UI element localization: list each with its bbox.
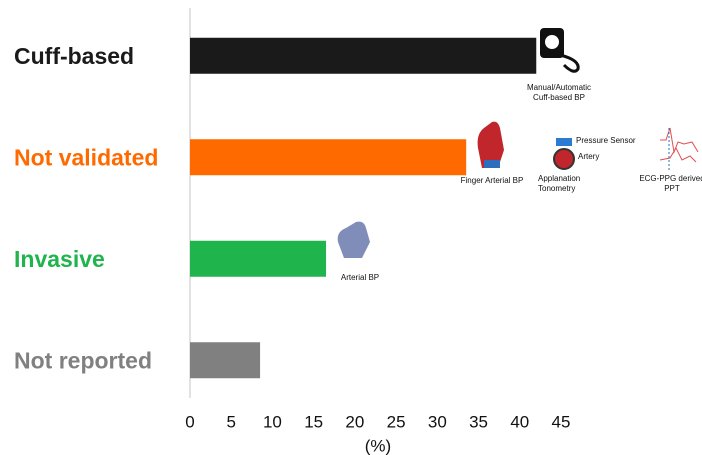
annotation: Arterial BP	[340, 273, 380, 282]
x-tick-label: 45	[552, 412, 571, 431]
cuff-icon	[540, 28, 580, 73]
category-label: Not reported	[14, 347, 152, 373]
bar	[190, 342, 261, 379]
hand-icon-blue	[337, 221, 370, 258]
category-label: Invasive	[14, 246, 105, 272]
x-tick-label: 15	[304, 412, 323, 431]
annotation: Manual/Automatic Cuff-based BP	[526, 83, 592, 102]
x-tick-label: 30	[428, 412, 447, 431]
x-tick-label: 5	[226, 412, 235, 431]
x-tick-label: 20	[345, 412, 364, 431]
category-label: Cuff-based	[14, 43, 134, 69]
annotation: Artery	[578, 152, 600, 161]
bar	[190, 240, 327, 277]
tonometry-icon	[553, 138, 575, 170]
hand-icon-red	[477, 121, 504, 168]
ecg-icon	[659, 127, 699, 172]
annotation: Pressure Sensor	[576, 136, 636, 145]
annotation: ECG-PPG derived PPT	[639, 174, 702, 193]
annotation: Finger Arterial BP	[460, 176, 524, 185]
x-tick-label: 10	[263, 412, 282, 431]
x-axis-label: (%)	[365, 436, 391, 455]
bar	[190, 37, 537, 74]
annotation: Applanation Tonometry	[538, 174, 581, 193]
x-tick-label: 0	[185, 412, 194, 431]
x-tick-label: 40	[510, 412, 529, 431]
x-tick-label: 35	[469, 412, 488, 431]
x-tick-label: 25	[387, 412, 406, 431]
bar	[190, 139, 467, 176]
category-label: Not validated	[14, 144, 158, 170]
